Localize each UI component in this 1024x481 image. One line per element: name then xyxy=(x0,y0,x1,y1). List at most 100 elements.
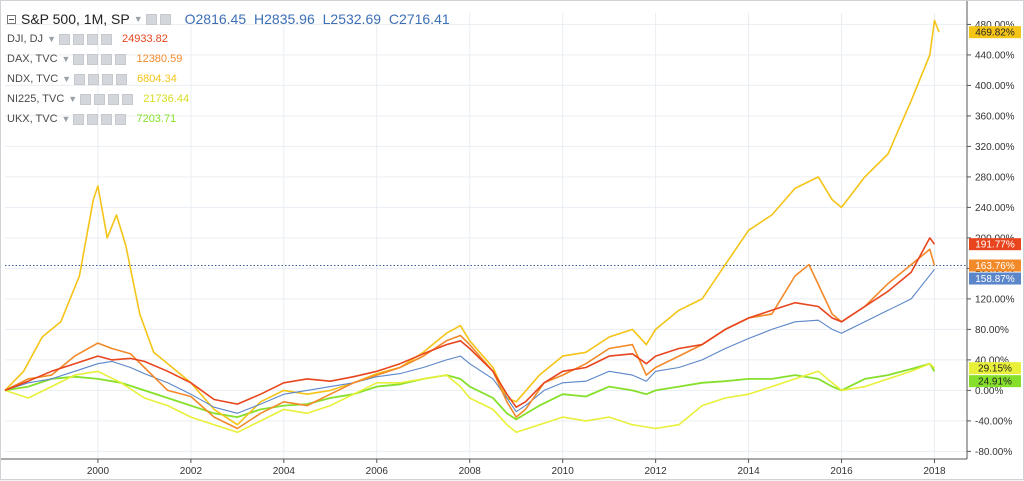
overlay-value: 7203.71 xyxy=(136,113,177,125)
chevron-down-icon[interactable]: ▼ xyxy=(68,94,78,104)
badge-background xyxy=(969,26,1021,39)
badge-label: 158.87% xyxy=(975,274,1015,285)
x-tick-label: 2000 xyxy=(87,466,110,477)
main-symbol: S&P 500, 1M, SP xyxy=(21,11,130,27)
low-value: L2532.69 xyxy=(322,11,382,27)
overlay-name: DAX, TVC xyxy=(7,53,58,65)
add-icon[interactable] xyxy=(102,73,114,85)
series-line-ukx xyxy=(4,362,936,421)
overlay-value: 21736.44 xyxy=(143,93,190,105)
close-icon[interactable] xyxy=(115,113,127,125)
close-icon[interactable] xyxy=(115,53,127,65)
x-tick-label: 2002 xyxy=(180,466,203,477)
last-value-badge-ukx: 24.91% xyxy=(969,375,1021,388)
last-value-badges: 469.82% 191.77% 163.76% 158.87% 29.15% 24.91% xyxy=(969,26,1021,388)
badge-background xyxy=(969,362,1021,375)
open-value: O2816.45 xyxy=(184,11,247,27)
badge-label: 29.15% xyxy=(978,364,1012,375)
chevron-down-icon[interactable]: ▼ xyxy=(47,34,56,44)
settings-icon[interactable] xyxy=(94,93,106,105)
eye-icon[interactable] xyxy=(145,13,157,25)
last-value-badge-spx: 158.87% xyxy=(969,272,1021,285)
badge-background xyxy=(969,259,1021,272)
settings-icon[interactable] xyxy=(87,113,99,125)
high-value: H2835.96 xyxy=(254,11,315,27)
x-tick-label: 2014 xyxy=(737,466,760,477)
settings-icon[interactable] xyxy=(87,53,99,65)
x-tick-label: 2018 xyxy=(923,466,946,477)
series-line-dax xyxy=(4,248,936,430)
y-tick-label: 360.00% xyxy=(975,111,1015,122)
chevron-down-icon[interactable]: ▼ xyxy=(61,114,71,124)
y-tick-label: 40.00% xyxy=(975,355,1009,366)
overlay-name: NI225, TVC xyxy=(7,93,65,105)
x-tick-label: 2016 xyxy=(830,466,853,477)
y-tick-label: -40.00% xyxy=(975,416,1012,427)
y-tick-label: 240.00% xyxy=(975,203,1015,214)
x-tick-label: 2006 xyxy=(366,466,389,477)
last-value-badge-dax: 163.76% xyxy=(969,259,1021,272)
x-tick-label: 2004 xyxy=(273,466,296,477)
last-value-badge-ndx: 469.82% xyxy=(969,26,1021,39)
ohlc-readout: O2816.45 H2835.96 L2532.69 C2716.41 xyxy=(185,11,454,27)
add-icon[interactable] xyxy=(108,93,120,105)
eye-icon[interactable] xyxy=(74,73,86,85)
y-tick-label: 480.00% xyxy=(975,20,1015,31)
close-value: C2716.41 xyxy=(388,11,450,27)
settings-icon[interactable] xyxy=(88,73,100,85)
badge-label: 469.82% xyxy=(975,28,1015,39)
badge-label: 191.77% xyxy=(975,240,1015,251)
y-tick-label: 0.00% xyxy=(975,386,1003,397)
overlay-name: DJI, DJ xyxy=(7,33,44,45)
y-tick-label: 280.00% xyxy=(975,172,1015,183)
overlay-value: 24933.82 xyxy=(121,33,168,45)
overlay-row-dax[interactable]: DAX, TVC ▼ 12380.59 xyxy=(7,49,454,69)
y-tick-label: -80.00% xyxy=(975,447,1012,458)
eye-icon[interactable] xyxy=(73,113,85,125)
overlay-row-dji[interactable]: DJI, DJ ▼ 24933.82 xyxy=(7,29,454,49)
add-icon[interactable] xyxy=(86,33,98,45)
overlay-row-ni225[interactable]: NI225, TVC ▼ 21736.44 xyxy=(7,89,454,109)
y-tick-label: 440.00% xyxy=(975,50,1015,61)
y-tick-label: 80.00% xyxy=(975,325,1009,336)
y-tick-label: 400.00% xyxy=(975,81,1015,92)
x-tick-label: 2012 xyxy=(645,466,668,477)
chevron-down-icon[interactable]: ▼ xyxy=(62,74,72,84)
last-value-badge-dji: 191.77% xyxy=(969,238,1021,251)
settings-icon[interactable] xyxy=(159,13,171,25)
overlay-row-ndx[interactable]: NDX, TVC ▼ 6804.34 xyxy=(7,69,454,89)
badge-label: 163.76% xyxy=(975,261,1015,272)
add-icon[interactable] xyxy=(101,53,113,65)
eye-icon[interactable] xyxy=(80,93,92,105)
overlay-name: UKX, TVC xyxy=(7,113,58,125)
close-icon[interactable] xyxy=(100,33,112,45)
overlay-name: NDX, TVC xyxy=(7,73,59,85)
axes: -80.00% -40.00% 0.00% 40.00% 80.00% 120.00% 16… xyxy=(1,1,1015,477)
badge-background xyxy=(969,272,1021,285)
last-value-badge-ni225: 29.15% xyxy=(969,362,1021,375)
x-tick-label: 2008 xyxy=(459,466,482,477)
y-tick-label: 320.00% xyxy=(975,142,1015,153)
overlay-row-ukx[interactable]: UKX, TVC ▼ 7203.71 xyxy=(7,109,454,129)
eye-icon[interactable] xyxy=(58,33,70,45)
badge-label: 24.91% xyxy=(978,377,1012,388)
overlay-value: 6804.34 xyxy=(137,73,177,85)
x-tick-label: 2010 xyxy=(552,466,575,477)
series-line-spx xyxy=(4,268,935,414)
grid xyxy=(5,13,967,459)
close-icon[interactable] xyxy=(116,73,128,85)
eye-icon[interactable] xyxy=(73,53,85,65)
settings-icon[interactable] xyxy=(72,33,84,45)
series-line-ndx xyxy=(4,19,940,426)
badge-background xyxy=(969,238,1021,251)
legend: S&P 500, 1M, SP ▼ O2816.45 H2835.96 L253… xyxy=(7,9,454,129)
chevron-down-icon[interactable]: ▼ xyxy=(133,14,143,24)
main-series-header[interactable]: S&P 500, 1M, SP ▼ O2816.45 H2835.96 L253… xyxy=(7,9,454,29)
series-line-dji xyxy=(4,237,936,408)
close-icon[interactable] xyxy=(122,93,134,105)
add-icon[interactable] xyxy=(101,113,113,125)
chevron-down-icon[interactable]: ▼ xyxy=(61,54,71,64)
collapse-icon[interactable] xyxy=(7,14,16,24)
